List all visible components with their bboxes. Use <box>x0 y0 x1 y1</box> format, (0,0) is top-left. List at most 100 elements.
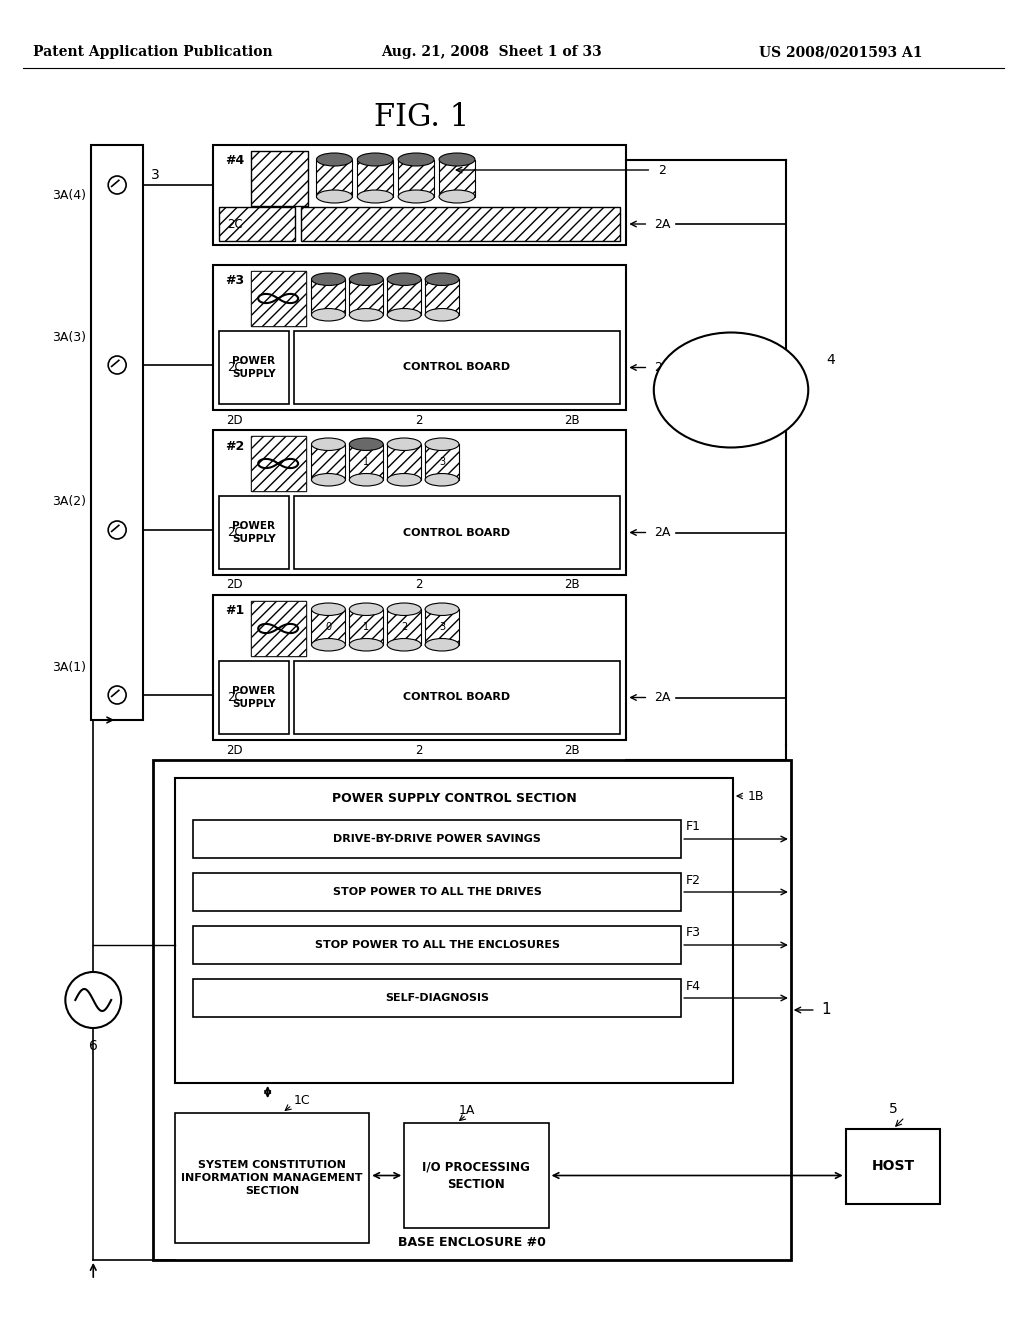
Text: 2D: 2D <box>226 743 243 756</box>
Text: 3A(1): 3A(1) <box>52 660 86 673</box>
Bar <box>193 979 681 1016</box>
Text: US 2008/0201593 A1: US 2008/0201593 A1 <box>759 45 923 59</box>
Text: STOP POWER TO ALL THE ENCLOSURES: STOP POWER TO ALL THE ENCLOSURES <box>314 940 559 950</box>
Bar <box>425 610 459 644</box>
Text: CONTROL BOARD: CONTROL BOARD <box>403 693 511 702</box>
Bar <box>213 265 627 411</box>
Text: F4: F4 <box>686 979 701 993</box>
Text: #4: #4 <box>225 154 245 168</box>
Bar <box>294 331 621 404</box>
Text: 2D: 2D <box>226 578 243 591</box>
Bar <box>425 445 459 479</box>
Ellipse shape <box>387 639 421 651</box>
Text: 2: 2 <box>658 164 667 177</box>
Ellipse shape <box>311 639 345 651</box>
Text: I/O PROCESSING
SECTION: I/O PROCESSING SECTION <box>423 1160 530 1191</box>
Bar <box>193 873 681 911</box>
Text: POWER SUPPLY CONTROL SECTION: POWER SUPPLY CONTROL SECTION <box>332 792 577 804</box>
Ellipse shape <box>425 438 459 450</box>
Text: CONTROL BOARD: CONTROL BOARD <box>403 363 511 372</box>
Ellipse shape <box>425 639 459 651</box>
Bar <box>251 601 305 656</box>
Text: F3: F3 <box>686 927 701 940</box>
Bar <box>175 777 733 1082</box>
Bar <box>311 610 345 644</box>
Text: Patent Application Publication: Patent Application Publication <box>33 45 272 59</box>
Text: BASE ENCLOSURE #0: BASE ENCLOSURE #0 <box>398 1236 546 1249</box>
Text: 2: 2 <box>401 622 408 632</box>
Bar <box>219 661 289 734</box>
Bar <box>213 145 627 246</box>
Ellipse shape <box>387 438 421 450</box>
Bar <box>439 160 475 197</box>
Ellipse shape <box>311 309 345 321</box>
Text: #1: #1 <box>225 605 245 618</box>
Text: 4: 4 <box>826 352 835 367</box>
Text: 2B: 2B <box>564 743 580 756</box>
Ellipse shape <box>357 153 393 166</box>
Bar <box>251 271 305 326</box>
Text: HOST: HOST <box>871 1159 914 1173</box>
Text: 2B: 2B <box>564 578 580 591</box>
Text: CONTROL BOARD: CONTROL BOARD <box>403 528 511 537</box>
Bar <box>219 331 289 404</box>
Ellipse shape <box>398 190 434 203</box>
Text: 2A: 2A <box>654 360 671 374</box>
Ellipse shape <box>316 190 352 203</box>
Text: 2: 2 <box>416 743 423 756</box>
Bar <box>153 760 791 1261</box>
Ellipse shape <box>425 603 459 615</box>
Circle shape <box>109 521 126 539</box>
Text: 2A: 2A <box>654 525 671 539</box>
Ellipse shape <box>349 639 383 651</box>
Text: 2C: 2C <box>227 360 243 374</box>
Bar <box>213 595 627 741</box>
Bar <box>425 280 459 314</box>
Text: 2C: 2C <box>227 218 243 231</box>
Ellipse shape <box>311 273 345 285</box>
Bar <box>251 436 305 491</box>
Ellipse shape <box>311 438 345 450</box>
Text: F1: F1 <box>686 821 701 833</box>
Ellipse shape <box>425 474 459 486</box>
Bar <box>251 271 305 326</box>
Text: Aug. 21, 2008  Sheet 1 of 33: Aug. 21, 2008 Sheet 1 of 33 <box>382 45 602 59</box>
Bar <box>311 280 345 314</box>
Text: 5: 5 <box>889 1102 897 1115</box>
Text: 1B: 1B <box>748 789 765 803</box>
Bar <box>316 160 352 197</box>
Text: #3: #3 <box>225 275 245 288</box>
Text: 1A: 1A <box>459 1105 475 1118</box>
Bar <box>294 661 621 734</box>
Bar <box>213 430 627 576</box>
Text: STOP POWER TO ALL THE DRIVES: STOP POWER TO ALL THE DRIVES <box>333 887 542 898</box>
Ellipse shape <box>349 273 383 285</box>
Text: 2: 2 <box>416 578 423 591</box>
Text: 6: 6 <box>89 1039 97 1053</box>
Text: POWER
SUPPLY: POWER SUPPLY <box>231 686 275 709</box>
Bar <box>251 150 308 206</box>
Bar <box>251 601 305 656</box>
Text: F2: F2 <box>686 874 701 887</box>
Ellipse shape <box>311 603 345 615</box>
Bar <box>311 445 345 479</box>
Circle shape <box>109 176 126 194</box>
Bar <box>387 280 421 314</box>
Text: INTERENCLOSURE
CONNECTION SW: INTERENCLOSURE CONNECTION SW <box>669 375 794 405</box>
Text: 2: 2 <box>416 413 423 426</box>
Bar <box>219 496 289 569</box>
Ellipse shape <box>387 474 421 486</box>
Text: FIG. 1: FIG. 1 <box>375 103 470 133</box>
Text: DRIVE-BY-DRIVE POWER SAVINGS: DRIVE-BY-DRIVE POWER SAVINGS <box>333 834 541 843</box>
Bar <box>398 160 434 197</box>
Ellipse shape <box>398 153 434 166</box>
Text: #2: #2 <box>225 440 245 453</box>
Bar <box>193 927 681 964</box>
Text: 3A(2): 3A(2) <box>52 495 86 508</box>
Bar <box>846 1129 940 1204</box>
Ellipse shape <box>387 273 421 285</box>
Ellipse shape <box>439 153 475 166</box>
Bar <box>349 445 383 479</box>
Ellipse shape <box>439 190 475 203</box>
Bar <box>175 1113 370 1243</box>
